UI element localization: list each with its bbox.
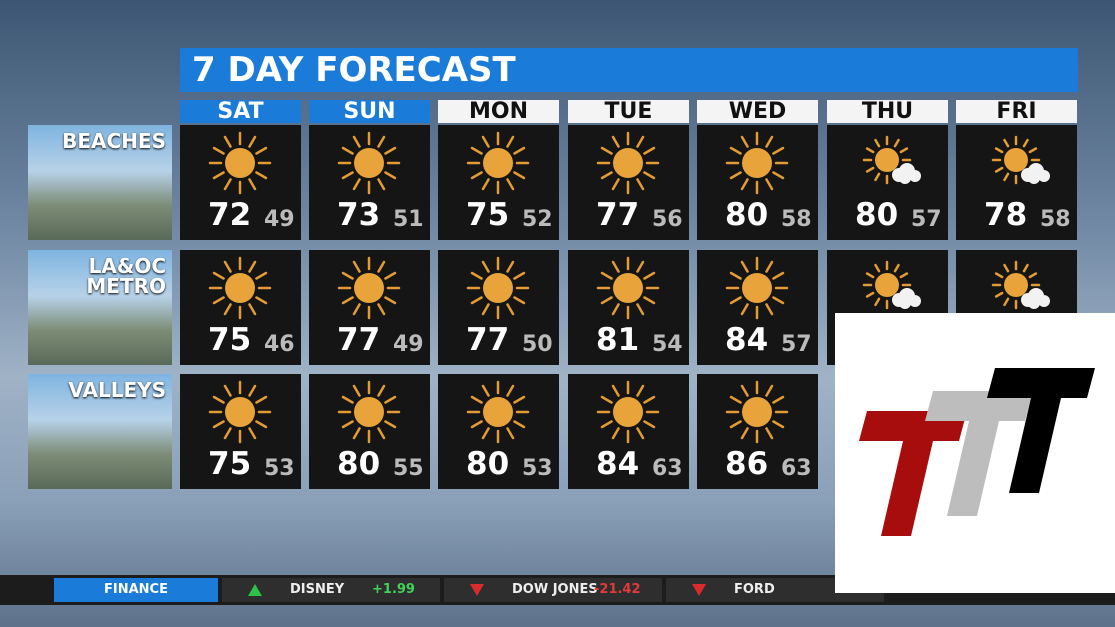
partly-cloudy-icon — [991, 135, 1050, 185]
low-temp: 58 — [781, 207, 812, 232]
high-temp: 84 — [725, 322, 769, 358]
high-temp: 86 — [725, 446, 769, 482]
high-temp: 80 — [466, 446, 510, 482]
low-temp: 46 — [264, 332, 295, 357]
region-name: LA&OC — [88, 254, 166, 278]
day-header: SUN — [309, 100, 430, 124]
high-temp: 77 — [466, 322, 510, 358]
high-temp: 81 — [596, 322, 640, 358]
region-name: VALLEYS — [68, 378, 166, 402]
partly-cloudy-icon — [862, 260, 921, 310]
sun-icon — [466, 131, 530, 195]
high-temp: 75 — [208, 322, 252, 358]
sun-icon — [725, 256, 789, 320]
low-temp: 53 — [522, 456, 553, 481]
low-temp: 49 — [393, 332, 424, 357]
sun-icon — [596, 380, 660, 444]
region-name: BEACHES — [62, 129, 166, 153]
low-temp: 54 — [652, 332, 683, 357]
day-header: THU — [827, 100, 948, 124]
low-temp: 56 — [652, 207, 683, 232]
forecast-cell: 77 50 — [438, 250, 559, 365]
forecast-cell: 84 57 — [697, 250, 818, 365]
region-label: BEACHES — [28, 125, 172, 240]
forecast-cell: 80 58 — [697, 125, 818, 240]
direction-arrow — [470, 584, 484, 596]
low-temp: 50 — [522, 332, 553, 357]
low-temp: 55 — [393, 456, 424, 481]
ticker-change: +1.99 — [372, 582, 415, 597]
high-temp: 77 — [596, 197, 640, 233]
forecast-cell: 81 54 — [568, 250, 689, 365]
sun-icon — [596, 131, 660, 195]
logo — [859, 368, 1095, 536]
sun-icon — [337, 256, 401, 320]
forecast-cell: 72 49 — [180, 125, 301, 240]
forecast-cell: 77 49 — [309, 250, 430, 365]
day-header: WED — [697, 100, 818, 124]
forecast-title: 7 DAY FORECAST — [180, 48, 1078, 92]
region-label: VALLEYS — [28, 374, 172, 489]
low-temp: 53 — [264, 456, 295, 481]
low-temp: 49 — [264, 207, 295, 232]
direction-arrow — [692, 584, 706, 596]
forecast-cell: 78 58 — [956, 125, 1077, 240]
high-temp: 72 — [208, 197, 252, 233]
sun-icon — [337, 380, 401, 444]
high-temp: 77 — [337, 322, 381, 358]
ticker-name: DOW JONES — [512, 582, 598, 597]
region-label: LA&OC METRO — [28, 250, 172, 365]
forecast-cell: 84 63 — [568, 374, 689, 489]
region-name: METRO — [86, 274, 166, 298]
sun-icon — [725, 380, 789, 444]
sun-icon — [725, 131, 789, 195]
logo-overlay — [835, 313, 1115, 593]
forecast-cell: 73 51 — [309, 125, 430, 240]
high-temp: 80 — [337, 446, 381, 482]
partly-cloudy-icon — [991, 260, 1050, 310]
partly-cloudy-icon — [862, 135, 921, 185]
sun-icon — [208, 256, 272, 320]
direction-arrow — [248, 584, 262, 596]
low-temp: 58 — [1040, 207, 1071, 232]
ticker-change: -21.42 — [594, 582, 641, 597]
high-temp: 73 — [337, 197, 381, 233]
day-header: TUE — [568, 100, 689, 124]
high-temp: 80 — [855, 197, 899, 233]
high-temp: 75 — [208, 446, 252, 482]
high-temp: 80 — [725, 197, 769, 233]
ticker-name: DISNEY — [290, 582, 345, 597]
high-temp: 84 — [596, 446, 640, 482]
forecast-cell: 75 53 — [180, 374, 301, 489]
low-temp: 57 — [781, 332, 812, 357]
day-header: FRI — [956, 100, 1077, 124]
forecast-cell: 80 57 — [827, 125, 948, 240]
sun-icon — [208, 131, 272, 195]
day-header: SAT — [180, 100, 301, 124]
sun-icon — [337, 131, 401, 195]
forecast-cell: 75 46 — [180, 250, 301, 365]
high-temp: 78 — [984, 197, 1028, 233]
sun-icon — [466, 256, 530, 320]
sun-icon — [596, 256, 660, 320]
forecast-cell: 77 56 — [568, 125, 689, 240]
ticker-section: FINANCE — [54, 578, 218, 602]
sun-icon — [208, 380, 272, 444]
forecast-cell: 80 55 — [309, 374, 430, 489]
low-temp: 63 — [652, 456, 683, 481]
low-temp: 57 — [911, 207, 942, 232]
ticker-item — [222, 578, 440, 602]
low-temp: 52 — [522, 207, 553, 232]
high-temp: 75 — [466, 197, 510, 233]
forecast-cell: 80 53 — [438, 374, 559, 489]
ticker-name: FORD — [734, 582, 775, 597]
low-temp: 63 — [781, 456, 812, 481]
day-header: MON — [438, 100, 559, 124]
ticker-item — [444, 578, 662, 602]
low-temp: 51 — [393, 207, 424, 232]
sun-icon — [466, 380, 530, 444]
forecast-cell: 86 63 — [697, 374, 818, 489]
forecast-cell: 75 52 — [438, 125, 559, 240]
